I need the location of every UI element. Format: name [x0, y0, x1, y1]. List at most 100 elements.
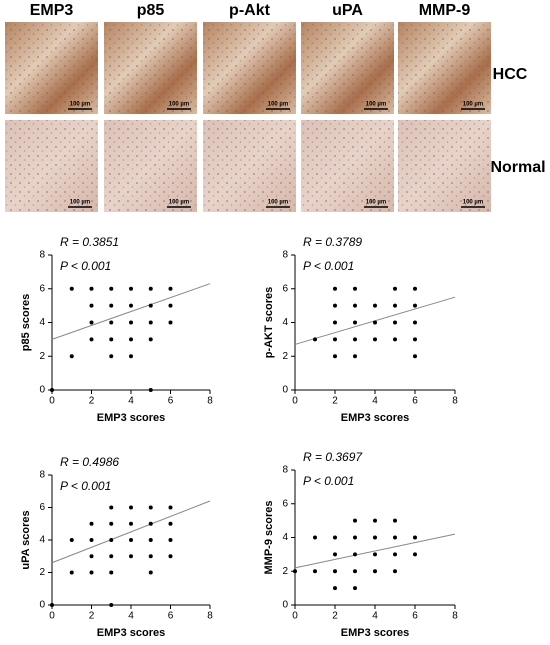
data-point — [148, 538, 153, 542]
data-point — [168, 521, 173, 526]
histology-texture — [5, 120, 98, 212]
y-tick-label: 8 — [282, 250, 288, 261]
x-tick-label: 0 — [292, 611, 298, 622]
data-point — [148, 303, 153, 308]
data-point — [373, 552, 377, 557]
data-point — [413, 320, 417, 325]
histology-texture — [104, 120, 197, 212]
data-point — [148, 388, 153, 392]
data-point — [109, 570, 114, 575]
x-axis-label: EMP3 scores — [97, 412, 165, 424]
data-point — [293, 569, 297, 574]
x-axis-label: EMP3 scores — [341, 412, 409, 424]
data-point — [413, 552, 417, 557]
data-point — [129, 286, 133, 291]
data-point — [313, 337, 317, 342]
data-point — [129, 303, 133, 308]
x-axis-label: EMP3 scores — [97, 627, 165, 639]
scale-bar-label: 100 µm — [463, 200, 483, 206]
data-point — [373, 518, 377, 523]
x-tick-label: 8 — [452, 396, 458, 407]
data-point — [413, 354, 417, 359]
data-point — [148, 286, 153, 291]
data-point — [373, 320, 377, 325]
row-label: Normal — [490, 159, 545, 176]
data-point — [50, 603, 54, 607]
y-tick-label: 0 — [39, 600, 45, 611]
x-tick-label: 4 — [128, 611, 134, 622]
annotation: R = 0.3851 — [60, 235, 119, 249]
x-tick-label: 2 — [332, 611, 338, 622]
y-axis-label: uPA scores — [20, 510, 32, 569]
y-tick-label: 2 — [282, 351, 288, 362]
scale-bar-label: 100 µm — [70, 102, 90, 108]
data-point — [353, 286, 357, 291]
data-point — [89, 521, 94, 526]
data-point — [168, 505, 173, 510]
data-point — [168, 286, 173, 291]
data-point — [393, 569, 397, 574]
data-point — [69, 354, 74, 359]
x-tick-label: 6 — [168, 396, 174, 407]
data-point — [148, 554, 153, 559]
data-point — [333, 535, 337, 540]
y-axis-label: MMP-9 scores — [263, 501, 275, 575]
data-point — [313, 535, 317, 540]
x-tick-label: 4 — [372, 396, 378, 407]
scale-bar-label: 100 µm — [70, 200, 90, 206]
data-point — [413, 535, 417, 540]
data-point — [69, 286, 74, 291]
y-tick-label: 0 — [39, 385, 45, 396]
data-point — [109, 505, 114, 510]
x-tick-label: 0 — [49, 396, 55, 407]
data-point — [109, 303, 114, 308]
data-point — [89, 303, 94, 308]
data-point — [373, 337, 377, 342]
column-header: EMP3 — [30, 2, 74, 19]
data-point — [109, 538, 114, 542]
data-point — [109, 603, 114, 607]
data-point — [89, 286, 94, 291]
data-point — [109, 320, 114, 325]
x-tick-label: 4 — [128, 396, 134, 407]
x-tick-label: 2 — [89, 396, 95, 407]
y-axis-label: p-AKT scores — [263, 287, 275, 359]
data-point — [393, 286, 397, 291]
y-tick-label: 2 — [39, 567, 45, 578]
data-point — [393, 552, 397, 557]
data-point — [393, 337, 397, 342]
data-point — [89, 554, 94, 559]
data-point — [109, 286, 114, 291]
y-tick-label: 2 — [282, 566, 288, 577]
data-point — [148, 337, 153, 342]
annotation: R = 0.3789 — [303, 235, 362, 249]
data-point — [148, 570, 153, 575]
data-point — [129, 521, 133, 526]
histology-texture — [398, 22, 491, 114]
x-tick-label: 2 — [332, 396, 338, 407]
x-tick-label: 8 — [207, 611, 213, 622]
y-axis-label: p85 scores — [20, 294, 32, 351]
data-point — [353, 535, 357, 540]
data-point — [353, 552, 357, 557]
data-point — [353, 337, 357, 342]
y-tick-label: 0 — [282, 385, 288, 396]
data-point — [109, 337, 114, 342]
histology-texture — [104, 22, 197, 114]
column-header: p-Akt — [229, 2, 271, 19]
histology-texture — [301, 120, 394, 212]
annotation: R = 0.3697 — [303, 450, 363, 464]
data-point — [353, 518, 357, 523]
y-tick-label: 8 — [39, 250, 45, 261]
data-point — [353, 569, 357, 574]
data-point — [413, 286, 417, 291]
data-point — [333, 303, 337, 308]
data-point — [333, 320, 337, 325]
data-point — [129, 337, 133, 342]
scale-bar-label: 100 µm — [463, 102, 483, 108]
annotation: P < 0.001 — [303, 259, 354, 273]
y-tick-label: 0 — [282, 600, 288, 611]
x-tick-label: 8 — [207, 396, 213, 407]
